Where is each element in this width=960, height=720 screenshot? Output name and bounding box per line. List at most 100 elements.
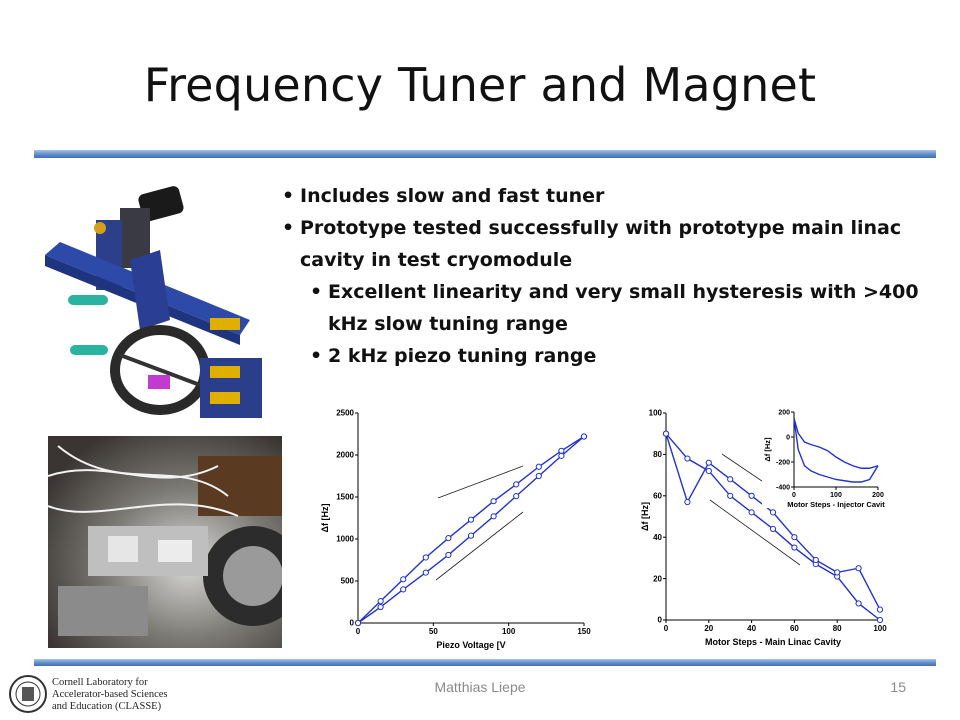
data-point [354,619,362,627]
tuner-photo [47,436,303,648]
data-point [812,556,819,564]
logo-line: Cornell Laboratory for [52,677,148,688]
x-tick-label: 80 [833,624,842,633]
data-point [400,586,407,593]
logo-line: Accelerator-based Sciences [52,689,168,700]
x-tick-label: 50 [429,627,438,636]
data-point [705,467,712,475]
data-point [791,534,798,541]
data-point [876,616,884,624]
x-tick-label: 100 [873,624,887,633]
x-tick-label: 150 [577,627,591,636]
bullet-item: Includes slow and fast tuner [282,180,942,212]
bullet-list: Includes slow and fast tuner Prototype t… [282,180,942,372]
inset-y-axis-label: Δf [Hz] [763,437,772,462]
data-point [467,532,475,539]
data-point [445,535,452,542]
sub-bullet-item: Excellent linearity and very small hyste… [310,276,942,340]
data-point [748,492,755,499]
x-tick-label: 60 [790,624,799,633]
footer-presenter: Matthias Liepe [434,679,526,695]
x-tick-label: 0 [792,492,796,499]
y-tick-label: 2000 [336,451,354,460]
data-point [684,455,691,462]
series-line [357,435,585,624]
x-tick-label: 100 [830,492,842,499]
y-axis-label: Δf [Hz] [320,504,330,533]
y-tick-label: 20 [653,574,662,583]
data-point [876,606,884,613]
data-point [490,498,497,505]
data-point [400,576,407,583]
series-line [793,418,879,483]
series-line [357,435,585,624]
data-point [769,525,777,533]
data-point [855,600,862,607]
data-point [467,516,475,523]
x-axis-label: Piezo Voltage [V [436,640,505,650]
y-tick-label: -400 [776,484,790,491]
y-tick-label: 500 [341,577,355,586]
y-tick-label: 80 [653,450,662,459]
y-tick-label: 1000 [336,535,354,544]
title-divider-bar [34,150,936,158]
data-point [558,452,565,459]
classe-logo-text: Cornell Laboratory for Accelerator-based… [52,677,168,713]
y-tick-label: 0 [658,616,663,625]
series-line [793,418,879,469]
x-tick-label: 200 [872,492,884,499]
y-tick-label: 60 [653,491,662,500]
data-point [513,481,520,488]
x-axis-label: Motor Steps - Main Linac Cavity [705,637,841,647]
y-tick-label: -200 [776,459,790,466]
inset-x-axis-label: Motor Steps - Injector Cavit [787,500,885,509]
motor-steps-chart: 0 20 40 60 80 100 0 20 40 60 80 100 Motor Steps - M… [640,402,893,647]
data-point [377,603,384,611]
y-axis-label: Δf [Hz] [640,502,650,531]
x-tick-label: 20 [704,624,713,633]
data-point [727,492,734,499]
logo-line: and Education (CLASSE) [52,701,162,712]
data-point [748,509,755,516]
data-point [705,459,712,466]
sub-bullet-item: 2 kHz piezo tuning range [310,340,942,372]
x-tick-label: 0 [356,627,361,636]
y-tick-label: 1500 [336,493,354,502]
data-point [535,472,542,480]
data-point [377,598,384,605]
slide-title: Frequency Tuner and Magnet [143,58,817,112]
y-tick-label: 200 [778,409,790,416]
data-point [422,569,429,576]
y-tick-label: 0 [350,619,355,628]
y-tick-label: 40 [653,533,662,542]
inset-chart: 0 100 200 200 0 -200 -400 Motor Steps - Inject… [762,402,893,509]
data-point [445,551,452,559]
data-point [535,463,542,470]
y-tick-label: 0 [786,434,790,441]
x-tick-label: 100 [502,627,516,636]
data-point [662,430,670,437]
x-tick-label: 40 [747,624,756,633]
bullet-item: Prototype tested successfully with proto… [282,212,942,276]
data-point [422,554,429,561]
cornell-seal-logo [8,674,48,714]
x-tick-label: 0 [664,624,669,633]
data-point [855,565,862,572]
y-tick-label: 2500 [336,409,354,418]
footer-divider-bar [34,659,936,666]
hysteresis-arrow [709,499,801,566]
data-point [580,433,588,440]
hysteresis-arrow-up [437,465,524,499]
y-tick-label: 100 [649,409,663,418]
data-point [791,544,798,551]
data-point [490,513,497,520]
data-point [558,447,565,454]
data-point [727,476,734,483]
data-point [769,509,777,516]
page-number: 15 [890,679,906,695]
data-point [684,498,691,506]
hysteresis-arrow-up [435,511,524,581]
data-point [513,493,520,500]
data-point [834,569,841,576]
